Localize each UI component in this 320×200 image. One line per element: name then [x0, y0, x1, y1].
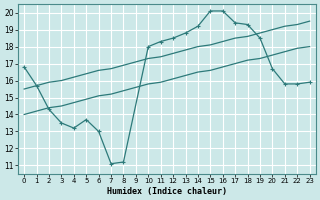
X-axis label: Humidex (Indice chaleur): Humidex (Indice chaleur)	[107, 187, 227, 196]
